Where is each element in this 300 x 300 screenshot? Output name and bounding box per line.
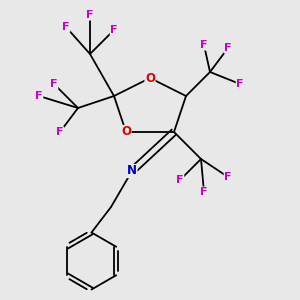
Text: F: F	[200, 187, 208, 197]
Text: N: N	[127, 164, 137, 178]
Text: F: F	[62, 22, 70, 32]
Text: F: F	[176, 175, 184, 185]
Text: F: F	[86, 10, 94, 20]
Text: F: F	[224, 172, 232, 182]
Text: O: O	[121, 125, 131, 139]
Text: F: F	[35, 91, 43, 101]
Text: F: F	[200, 40, 208, 50]
Text: F: F	[224, 43, 232, 53]
Text: O: O	[145, 71, 155, 85]
Text: F: F	[56, 127, 64, 137]
Text: F: F	[110, 25, 118, 35]
Text: F: F	[50, 79, 58, 89]
Text: F: F	[236, 79, 244, 89]
